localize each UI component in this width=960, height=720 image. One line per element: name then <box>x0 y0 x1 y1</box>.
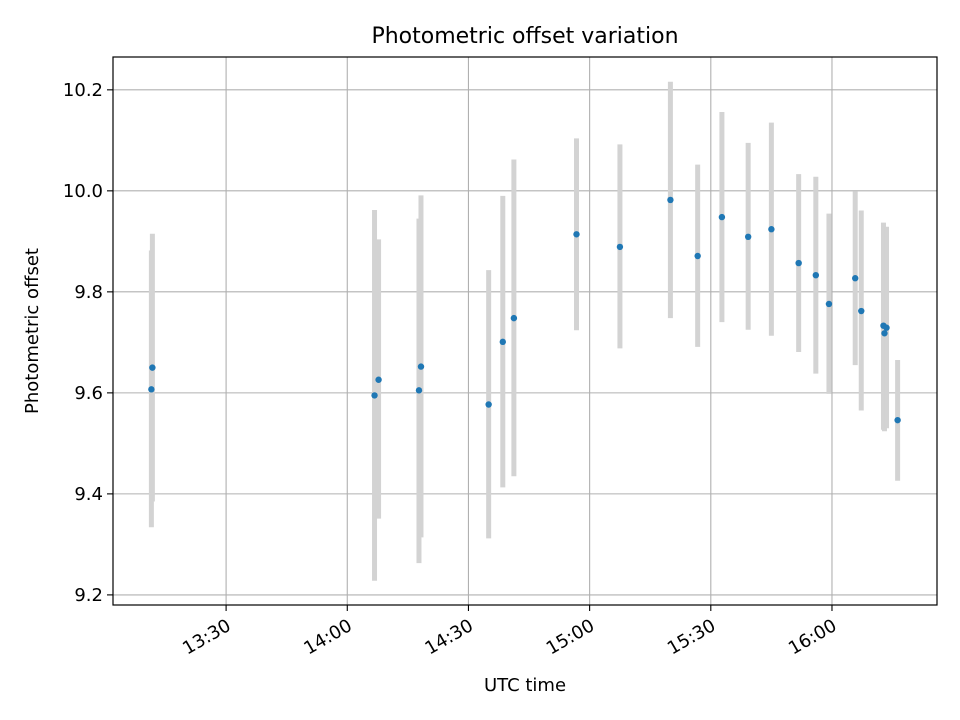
data-point <box>616 243 624 251</box>
y-tick-label: 9.4 <box>74 484 103 505</box>
plot-frame <box>112 56 938 606</box>
data-point <box>795 259 802 267</box>
y-tick-label: 10.2 <box>63 80 103 101</box>
data-point <box>858 307 865 315</box>
data-point <box>148 386 155 393</box>
data-point <box>149 364 156 371</box>
data-point <box>812 271 820 279</box>
chart-title: Photometric offset variation <box>371 24 678 49</box>
x-tick-label: 16:00 <box>785 615 840 659</box>
data-point <box>371 392 378 399</box>
y-tick-label: 10.0 <box>63 181 103 202</box>
y-axis-label: Photometric offset <box>22 248 43 414</box>
data-point <box>499 338 506 346</box>
data-point <box>768 226 775 233</box>
x-axis: 13:30 14:00 14:30 15:00 15:30 16:00 <box>179 605 840 659</box>
data-point <box>417 363 425 370</box>
data-point <box>825 300 833 308</box>
y-tick-label: 9.8 <box>74 282 103 303</box>
data-point <box>852 275 859 282</box>
data-point <box>485 401 492 408</box>
data-point <box>883 324 890 331</box>
data-point <box>573 231 580 238</box>
data-point <box>744 233 752 241</box>
y-axis: 9.2 9.4 9.6 9.8 10.0 10.2 <box>63 80 113 606</box>
x-tick-label: 13:30 <box>179 615 234 659</box>
data-point <box>510 314 518 322</box>
data-point <box>718 213 726 221</box>
data-point <box>694 252 701 260</box>
data-point <box>667 196 674 204</box>
x-tick-label: 15:30 <box>664 615 719 659</box>
y-tick-label: 9.2 <box>74 585 103 606</box>
x-axis-label: UTC time <box>484 675 566 696</box>
y-tick-label: 9.6 <box>74 383 103 404</box>
x-tick-label: 14:00 <box>300 615 355 659</box>
data-point <box>415 387 423 394</box>
data-points <box>148 196 901 424</box>
data-point <box>375 376 382 383</box>
data-point <box>894 416 901 424</box>
data-point <box>881 330 888 337</box>
x-tick-label: 15:00 <box>543 615 598 659</box>
x-tick-label: 14:30 <box>422 615 477 659</box>
